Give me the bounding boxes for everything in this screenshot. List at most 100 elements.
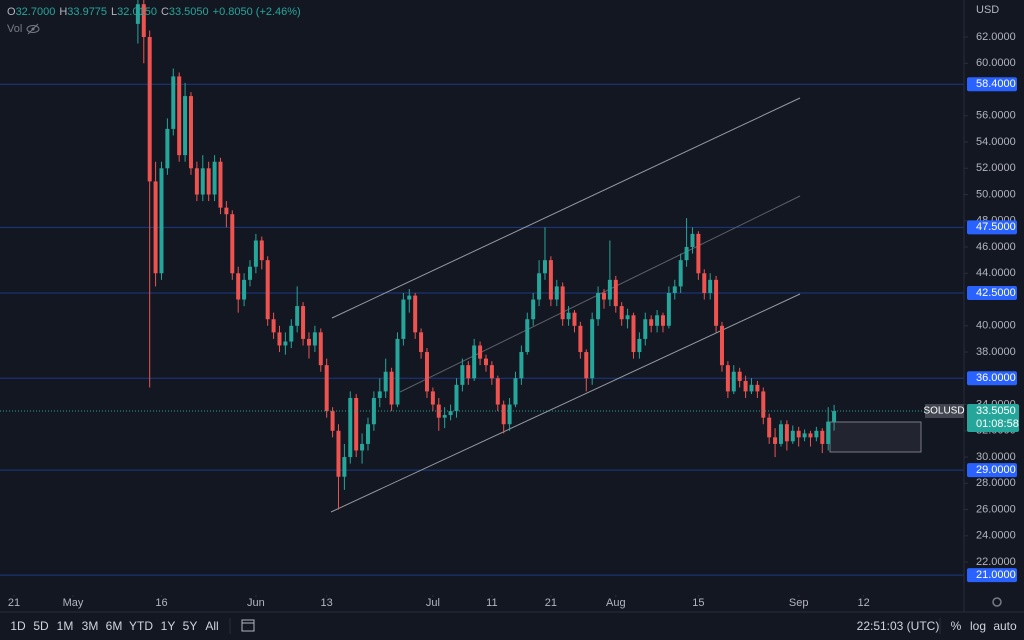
candle-body: [495, 378, 500, 405]
candle-body: [625, 315, 630, 320]
candle-body: [424, 352, 429, 392]
date-range-icon[interactable]: [241, 619, 255, 632]
x-tick-label: 11: [486, 597, 497, 609]
candle-body: [708, 279, 713, 293]
candle-body: [312, 332, 317, 346]
candle-body: [324, 365, 329, 412]
candle-body: [218, 161, 223, 208]
candle-body: [230, 214, 235, 274]
candle-body: [206, 168, 211, 195]
candle-body: [212, 161, 217, 195]
y-tick-label: 24.0000: [976, 530, 1016, 542]
scale-option[interactable]: auto: [993, 619, 1017, 633]
level-label-box: [967, 285, 1017, 300]
x-tick-label: 21: [8, 597, 20, 609]
candle-body: [637, 338, 642, 353]
candle-body: [265, 260, 270, 320]
scale-option[interactable]: %: [951, 619, 962, 633]
y-tick-label: 52.0000: [976, 162, 1016, 174]
y-tick-label: 56.0000: [976, 110, 1016, 122]
candle-body: [531, 299, 536, 320]
range-button[interactable]: 1Y: [161, 619, 176, 633]
candle-body: [513, 378, 518, 405]
range-button[interactable]: 5D: [33, 619, 49, 633]
range-button[interactable]: 3M: [82, 619, 99, 633]
candle-body: [177, 76, 182, 156]
range-button[interactable]: 6M: [106, 619, 123, 633]
candle-body: [702, 273, 707, 293]
candle-body: [507, 404, 512, 425]
candle-body: [147, 37, 152, 182]
range-button[interactable]: 5Y: [183, 619, 198, 633]
candle-body: [725, 365, 730, 392]
y-tick-label: 28.0000: [976, 477, 1016, 489]
range-button[interactable]: All: [205, 619, 218, 633]
candle-body: [135, 4, 140, 24]
x-tick-label: Aug: [606, 597, 626, 609]
level-label: 58.4000: [976, 78, 1016, 90]
clock[interactable]: 22:51:03 (UTC): [857, 619, 940, 633]
currency-label[interactable]: USD: [976, 4, 999, 16]
candle-body: [655, 315, 660, 326]
candle-body: [478, 345, 483, 359]
level-label-box: [967, 220, 1017, 235]
range-button[interactable]: YTD: [129, 619, 153, 633]
candle-body: [672, 286, 677, 293]
ohlc-value: 33.5050: [169, 6, 209, 18]
candle-body: [601, 292, 606, 300]
range-box[interactable]: [829, 421, 922, 453]
x-tick-label: 12: [857, 597, 869, 609]
y-tick-label: 38.0000: [976, 346, 1016, 358]
channel-upper[interactable]: [331, 97, 801, 319]
level-label-box: [967, 77, 1017, 92]
settings-icon[interactable]: [992, 597, 1002, 607]
candle-body: [259, 240, 264, 261]
toolbar: 1D 5D 1M 3M 6M YTD 1Y 5Y All 22:51:03 (UTC)% log au…: [10, 597, 1017, 634]
candle-body: [342, 457, 347, 477]
x-tick-label: 15: [692, 597, 704, 609]
candle-body: [596, 292, 601, 320]
x-tick-label: 21: [545, 597, 557, 609]
scale-option[interactable]: log: [970, 619, 986, 633]
y-tick-label: 44.0000: [976, 267, 1016, 279]
candle-body: [525, 319, 530, 353]
ohlc-text: O32.7000 H33.9775 L32.0150 C33.5050 +0.8050 …: [7, 6, 301, 18]
visibility-icon[interactable]: [26, 23, 40, 35]
candle-body: [519, 352, 524, 379]
range-button[interactable]: 1M: [57, 619, 74, 633]
candle-body: [253, 240, 258, 267]
candle-body: [832, 411, 837, 422]
y-tick-label: 60.0000: [976, 57, 1016, 69]
candle-body: [277, 332, 282, 346]
candle-body: [419, 332, 424, 353]
level-label: 29.0000: [976, 464, 1016, 476]
candle-body: [401, 299, 406, 339]
candle-body: [430, 391, 435, 405]
candle-body: [690, 233, 695, 248]
x-axis: 21May16Jun13Jul1121Aug15Sep12Oct: [8, 595, 870, 609]
ohlc-value: 32.7000: [16, 6, 56, 18]
symbol-box: [925, 404, 964, 419]
y-tick-label: 22.0000: [976, 556, 1016, 568]
ohlc-key: C: [161, 6, 169, 18]
candle-body: [666, 292, 671, 326]
x-tick-label: 16: [155, 597, 167, 609]
level-label: 21.0000: [976, 569, 1016, 581]
range-button[interactable]: 1D: [10, 619, 26, 633]
candle-body: [442, 415, 447, 418]
candle-body: [613, 279, 618, 307]
y-tick-label: 50.0000: [976, 188, 1016, 200]
candle-body: [802, 433, 807, 438]
candle-body: [820, 430, 825, 444]
candle-body: [790, 430, 795, 442]
candle-body: [584, 352, 589, 379]
y-tick-label: 26.0000: [976, 503, 1016, 515]
candle-body: [619, 306, 624, 320]
candle-body: [318, 332, 323, 366]
candle-body: [247, 266, 252, 280]
candle-body: [607, 279, 612, 300]
candle-body: [796, 430, 801, 438]
x-tick-label: Jul: [426, 597, 440, 609]
candle-body: [472, 345, 477, 379]
